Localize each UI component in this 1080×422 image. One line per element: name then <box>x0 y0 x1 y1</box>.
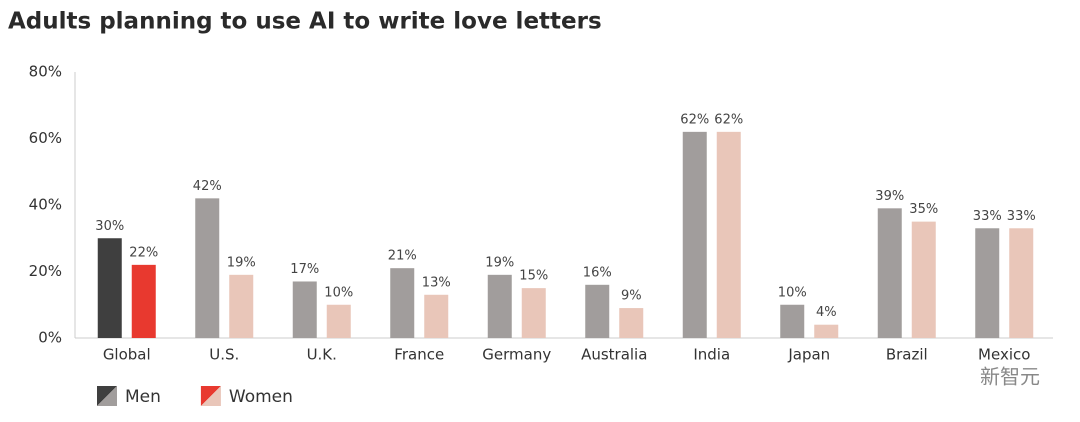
bar <box>716 131 741 338</box>
legend-swatch <box>97 386 117 406</box>
legend-label: Men <box>125 387 161 407</box>
bar <box>682 131 707 338</box>
bar <box>97 238 122 338</box>
value-label: 33% <box>973 209 1002 224</box>
bar <box>487 274 512 338</box>
x-tick-label: Australia <box>581 346 647 364</box>
value-label: 62% <box>714 112 743 127</box>
value-label: 16% <box>583 265 612 280</box>
value-label: 19% <box>227 255 256 270</box>
bar <box>521 288 546 338</box>
x-tick-label: India <box>693 346 730 364</box>
bar <box>390 268 415 338</box>
bar <box>975 228 1000 338</box>
bar <box>195 198 220 338</box>
bar <box>619 308 644 338</box>
value-label: 21% <box>388 249 417 264</box>
value-label: 35% <box>909 202 938 217</box>
watermark: 新智元 <box>980 365 1040 389</box>
x-tick-label: Mexico <box>978 346 1030 364</box>
bar <box>292 281 317 338</box>
bar <box>229 274 254 338</box>
value-label: 17% <box>290 262 319 277</box>
value-label: 39% <box>875 189 904 204</box>
value-label: 62% <box>680 112 709 127</box>
x-tick-label: France <box>394 346 444 364</box>
value-label: 9% <box>621 289 642 304</box>
x-tick-label: U.K. <box>307 346 337 364</box>
value-label: 10% <box>778 285 807 300</box>
x-tick-label: U.S. <box>209 346 239 364</box>
bar <box>131 264 156 338</box>
y-tick-label: 0% <box>38 329 62 347</box>
value-label: 22% <box>129 245 158 260</box>
y-tick-label: 60% <box>29 129 62 147</box>
value-label: 42% <box>193 179 222 194</box>
x-tick-label: Global <box>103 346 151 364</box>
y-tick-label: 80% <box>29 63 62 81</box>
value-label: 33% <box>1007 209 1036 224</box>
value-label: 15% <box>519 269 548 284</box>
bar <box>585 284 610 338</box>
value-label: 19% <box>485 255 514 270</box>
value-label: 4% <box>816 305 837 320</box>
legend-swatch <box>200 386 221 406</box>
bar <box>780 304 805 338</box>
x-tick-label: Japan <box>787 346 830 364</box>
x-tick-label: Germany <box>482 346 551 364</box>
value-label: 30% <box>95 219 124 234</box>
value-label: 13% <box>422 275 451 290</box>
bar <box>814 324 839 338</box>
bar <box>877 208 902 338</box>
x-tick-label: Brazil <box>886 346 928 364</box>
legend-label: Women <box>229 387 293 407</box>
value-label: 10% <box>324 285 353 300</box>
chart-title: Adults planning to use AI to write love … <box>8 9 602 35</box>
y-tick-label: 40% <box>29 196 62 214</box>
bar <box>1009 228 1034 338</box>
bar <box>424 294 449 338</box>
bar <box>911 221 936 338</box>
y-tick-label: 20% <box>29 262 62 280</box>
bar <box>326 304 351 338</box>
